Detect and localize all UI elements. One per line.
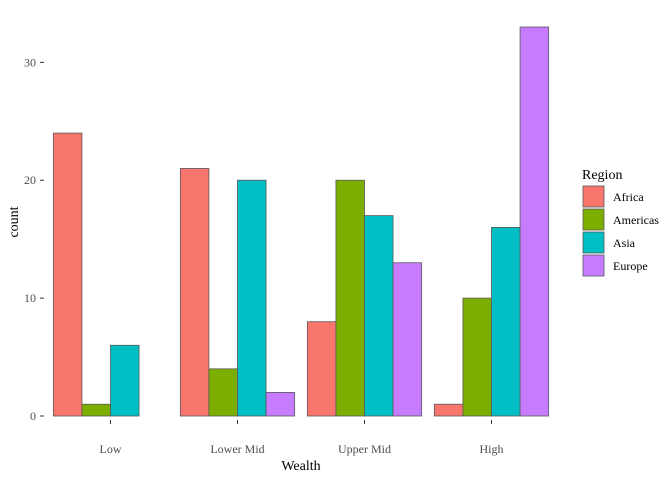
legend-title: Region xyxy=(582,168,622,183)
bar-africa-upper-mid xyxy=(306,321,337,417)
legend-label-africa: Africa xyxy=(613,190,644,204)
bar-asia-high xyxy=(491,226,521,417)
legend-key-europe xyxy=(582,254,605,277)
legend: Region Africa Americas Asia Europe xyxy=(582,168,659,277)
y-axis: 0 10 20 30 xyxy=(24,55,44,423)
x-axis-title: Wealth xyxy=(281,459,320,474)
bar-europe-lower-mid xyxy=(265,392,296,417)
bar-africa-high xyxy=(433,403,464,417)
legend-label-americas: Americas xyxy=(613,213,659,227)
bar-africa-lower-mid xyxy=(179,168,210,417)
x-tick-label: High xyxy=(480,442,504,456)
bars-layer xyxy=(52,26,550,417)
bar-africa-low xyxy=(52,132,83,417)
legend-key-asia xyxy=(582,231,605,254)
x-tick-label: Lower Mid xyxy=(210,442,264,456)
bar-americas-upper-mid xyxy=(335,179,365,417)
y-tick-label: 30 xyxy=(24,55,36,69)
bar-asia-upper-mid xyxy=(364,215,394,417)
bar-americas-low xyxy=(81,403,111,417)
y-tick-label: 0 xyxy=(30,409,36,423)
y-tick-label: 20 xyxy=(24,173,36,187)
y-tick-label: 10 xyxy=(24,291,36,305)
bar-europe-high xyxy=(519,26,550,417)
legend-key-africa xyxy=(582,185,605,208)
x-axis: Low Lower Mid Upper Mid High xyxy=(100,420,504,456)
legend-label-europe: Europe xyxy=(613,259,648,273)
bar-asia-lower-mid xyxy=(237,179,267,417)
bar-americas-lower-mid xyxy=(208,368,238,417)
x-tick-label: Upper Mid xyxy=(338,442,391,456)
bar-europe-upper-mid xyxy=(392,262,423,417)
y-axis-title: count xyxy=(7,206,22,237)
x-tick-label: Low xyxy=(100,442,122,456)
bar-asia-low xyxy=(110,344,140,417)
legend-key-americas xyxy=(582,208,605,231)
legend-label-asia: Asia xyxy=(613,236,636,250)
bar-americas-high xyxy=(462,297,492,417)
